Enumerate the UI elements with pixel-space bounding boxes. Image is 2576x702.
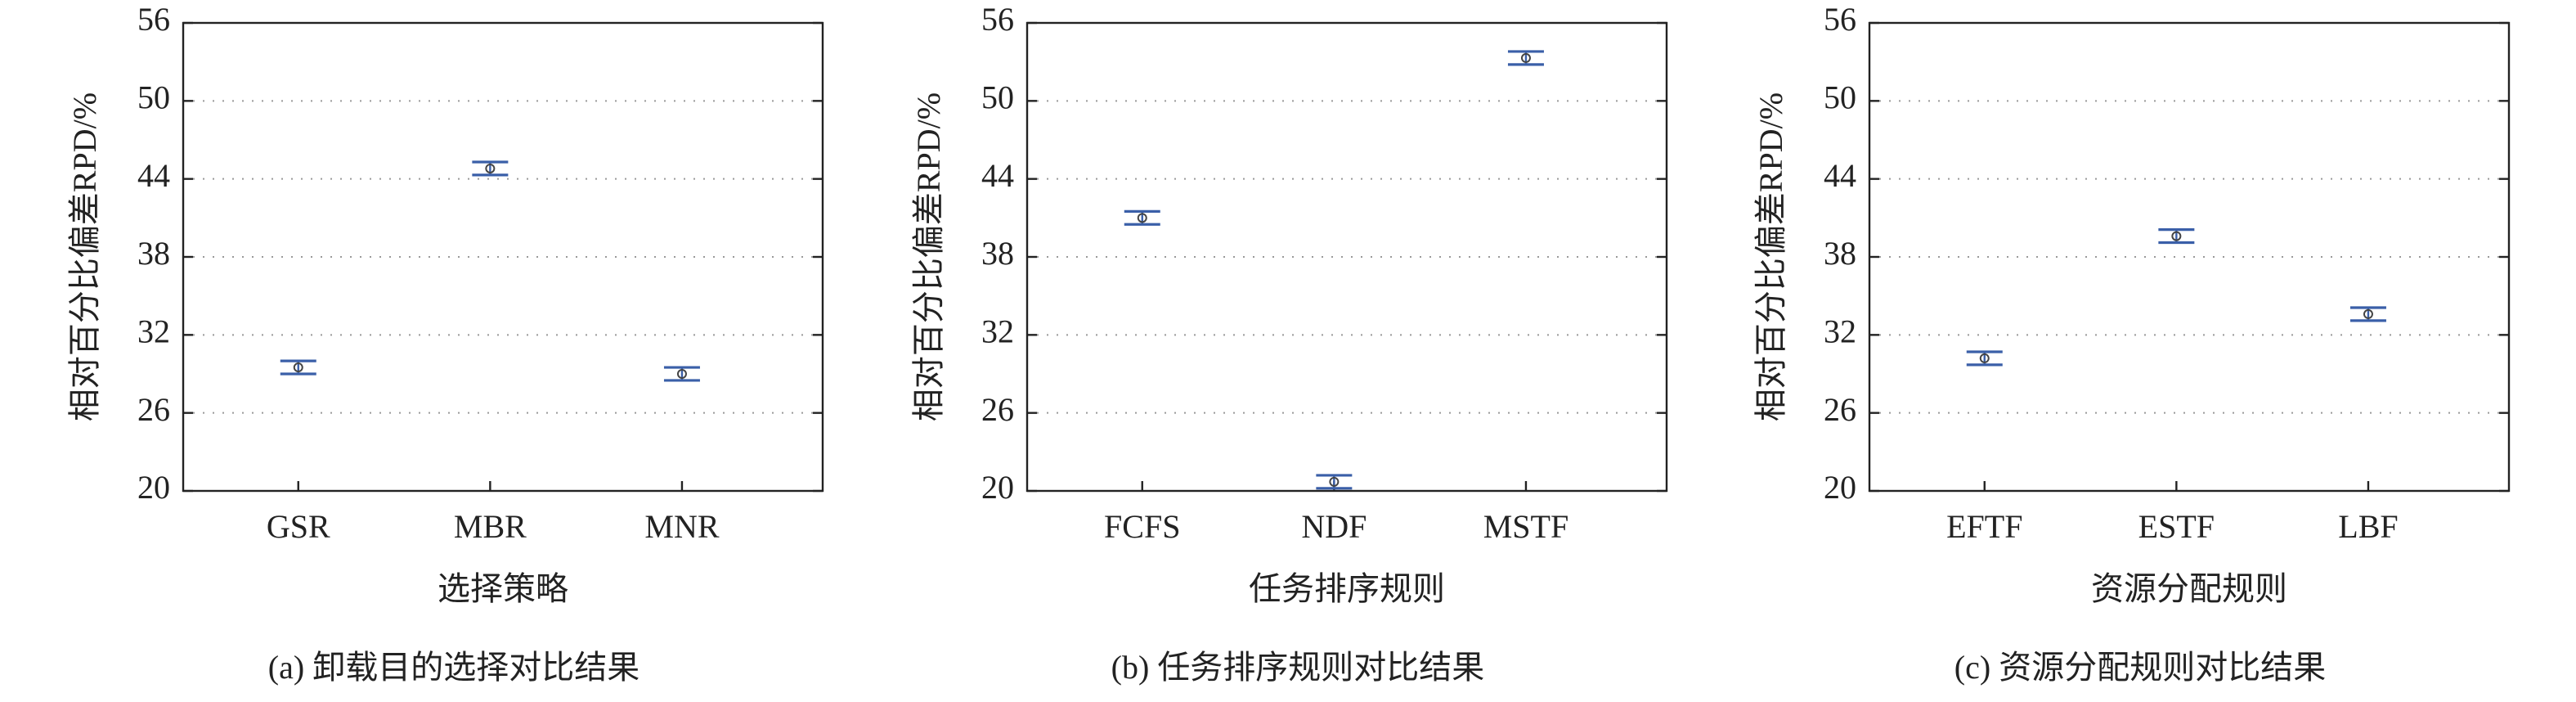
y-tick-label: 56: [1824, 1, 1856, 38]
caption: (a) 卸载目的选择对比结果: [268, 649, 640, 686]
plot-frame: [182, 21, 824, 493]
mean-point: [2363, 308, 2373, 319]
plot-frame: [1025, 21, 1668, 493]
x-tick-label: MNR: [644, 508, 719, 545]
y-tick-label: 26: [981, 391, 1014, 428]
mean-point: [2171, 231, 2182, 241]
y-axis-label: 相对百分比偏差RPD/%: [66, 92, 103, 421]
y-tick-label: 32: [1824, 313, 1856, 350]
x-tick-label: NDF: [1301, 508, 1367, 545]
x-tick-label: EFTF: [1946, 508, 2022, 545]
y-tick-label: 56: [137, 1, 170, 38]
y-tick-label: 44: [137, 157, 170, 194]
x-tick-label: LBF: [2338, 508, 2398, 545]
y-tick-label: 20: [137, 469, 170, 506]
x-tick-label: MSTF: [1483, 508, 1569, 545]
mean-point: [293, 362, 303, 373]
x-axis-label: 任务排序规则: [1249, 570, 1445, 607]
mean-point: [1979, 353, 1990, 363]
y-tick-label: 38: [1824, 235, 1856, 272]
mean-point: [485, 163, 496, 173]
mean-point: [1329, 476, 1340, 487]
y-tick-label: 26: [137, 391, 170, 428]
x-tick-label: ESTF: [2138, 508, 2215, 545]
y-tick-label: 50: [137, 79, 170, 116]
x-tick-label: FCFS: [1104, 508, 1180, 545]
x-axis-label: 资源分配规则: [2091, 570, 2287, 607]
y-tick-label: 20: [1824, 469, 1856, 506]
y-axis-label: 相对百分比偏差RPD/%: [1752, 92, 1789, 421]
x-tick-label: MBR: [454, 508, 527, 545]
plot-frame: [1868, 21, 2511, 493]
x-axis-label: 选择策略: [438, 570, 568, 607]
y-tick-label: 56: [981, 1, 1014, 38]
x-tick-label: GSR: [267, 508, 330, 545]
y-tick-label: 38: [137, 235, 170, 272]
y-tick-label: 38: [981, 235, 1014, 272]
y-tick-label: 44: [1824, 157, 1856, 194]
mean-point: [1137, 213, 1147, 223]
mean-point: [676, 369, 687, 379]
y-axis-label: 相对百分比偏差RPD/%: [910, 92, 947, 421]
caption: (c) 资源分配规则对比结果: [1954, 649, 2326, 686]
y-tick-label: 50: [981, 79, 1014, 116]
y-tick-label: 26: [1824, 391, 1856, 428]
y-tick-label: 50: [1824, 79, 1856, 116]
y-tick-label: 20: [981, 469, 1014, 506]
caption: (b) 任务排序规则对比结果: [1111, 649, 1485, 686]
y-tick-label: 44: [981, 157, 1014, 194]
y-tick-label: 32: [137, 313, 170, 350]
mean-point: [1520, 52, 1531, 63]
y-tick-label: 32: [981, 313, 1014, 350]
